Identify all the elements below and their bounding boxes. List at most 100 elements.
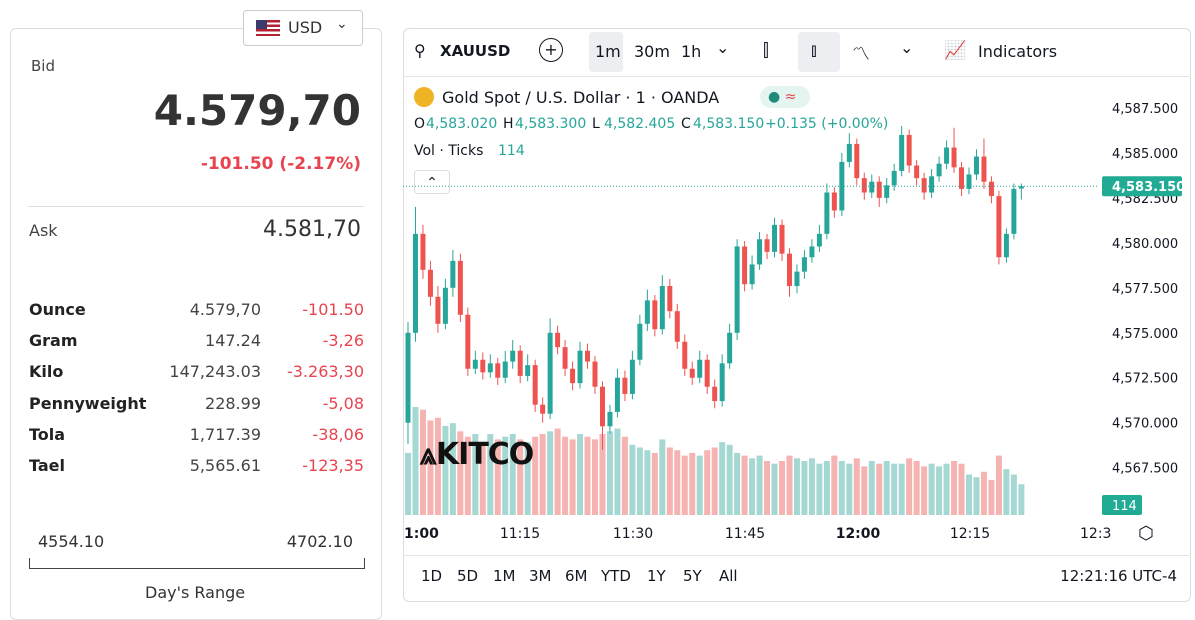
clock: 12:21:16 UTC-4	[1060, 567, 1177, 585]
chart-type-bg	[798, 32, 840, 72]
last-price-label: 4,583.150	[1112, 180, 1185, 195]
unit-name: Kilo	[29, 362, 64, 382]
range-button[interactable]: 6M	[565, 567, 588, 585]
candle-body	[652, 300, 658, 330]
collapse-button[interactable]: ⌃	[414, 170, 450, 194]
candle-body	[914, 165, 920, 179]
volume-bar	[696, 455, 703, 515]
currency: USD	[288, 18, 323, 37]
x-tick-label: 11:30	[613, 526, 653, 542]
candle-body	[981, 156, 987, 182]
volume-bar	[726, 444, 733, 515]
candle-body	[801, 257, 807, 272]
range-button[interactable]: 1M	[493, 567, 516, 585]
candle-body	[689, 368, 695, 378]
interval[interactable]: 1h	[681, 42, 702, 61]
volume-bar	[995, 455, 1002, 515]
volume-bar	[494, 439, 501, 515]
volume-bar	[921, 466, 928, 515]
volume-bar	[883, 461, 890, 515]
volume-bar	[592, 439, 598, 515]
chevron[interactable]: ⌄	[716, 38, 730, 57]
bid-change: -101.50 (-2.17%)	[200, 154, 361, 174]
toolbar-divider	[404, 76, 1189, 77]
candle-body	[742, 246, 748, 285]
volume-bar	[741, 455, 748, 515]
interval[interactable]: 1m	[595, 42, 621, 61]
candle-body	[562, 347, 568, 369]
candle-body	[697, 359, 703, 378]
volume-bar	[689, 452, 696, 515]
interval[interactable]: 30m	[634, 42, 670, 61]
candle-body	[412, 233, 418, 333]
indicators-icon[interactable]: 📈	[944, 40, 967, 61]
unit-name: Gram	[29, 331, 78, 351]
candle-body	[637, 323, 643, 360]
settings-icon[interactable]: ⬡	[1138, 523, 1154, 544]
ohlc-change: +0.135 (+0.00%)	[765, 116, 889, 132]
unit-name: Tael	[29, 456, 65, 475]
status-pill: ● ≈	[760, 86, 810, 108]
y-tick-label: 4,577.500	[1112, 282, 1178, 297]
volume-bar	[936, 466, 943, 515]
x-tick-label: 11:45	[725, 526, 765, 542]
candle-body	[540, 404, 546, 414]
chevron: ⌄	[336, 16, 348, 32]
volume-bar	[749, 458, 756, 515]
range-button[interactable]: YTD	[601, 567, 631, 585]
candle-body	[712, 386, 718, 402]
range-button[interactable]: 5D	[457, 567, 479, 585]
candle-body	[1003, 233, 1009, 258]
divider	[28, 206, 364, 207]
area-type[interactable]: 〽	[852, 44, 870, 65]
volume-bar	[958, 463, 965, 515]
candle-body	[959, 167, 965, 189]
search-icon[interactable]: ⚲	[414, 41, 426, 60]
last-price-tag	[1102, 176, 1182, 197]
volume-bar	[547, 431, 554, 515]
y-tick-label: 4,567.500	[1112, 462, 1178, 477]
volume-bar	[449, 423, 456, 515]
add-symbol[interactable]: +	[539, 38, 563, 62]
range-bar	[29, 558, 365, 569]
volume-tag	[1102, 495, 1142, 515]
unit-price: 147,243.03	[169, 362, 261, 382]
candle-body	[599, 386, 605, 427]
candle-body	[592, 361, 598, 387]
volume-bar	[666, 447, 673, 515]
candle-body	[480, 359, 486, 373]
candle-body	[614, 377, 620, 412]
chevron[interactable]: ⌄	[900, 38, 914, 57]
range-button[interactable]: 1D	[421, 567, 443, 585]
volume-bar	[442, 425, 449, 515]
range-button[interactable]: 1Y	[647, 567, 666, 585]
range-button[interactable]: All	[719, 567, 738, 585]
candle-body	[682, 341, 688, 369]
range-button[interactable]: 3M	[529, 567, 552, 585]
volume-bar	[719, 442, 726, 515]
candle-body	[854, 143, 860, 179]
x-tick-label: 11:15	[500, 526, 540, 542]
symbol[interactable]: XAUUSD	[440, 42, 511, 60]
currency-select[interactable]: USD ⌄	[243, 10, 363, 46]
candle-body	[899, 134, 905, 171]
x-tick-label: 12:00	[836, 526, 881, 542]
candle-body	[944, 147, 950, 164]
bar-type[interactable]: ⫿	[763, 40, 769, 61]
volume-bar	[457, 431, 464, 515]
volume-bar	[704, 450, 711, 515]
volume-bar	[928, 463, 935, 515]
symbol-icon	[414, 87, 434, 107]
candle-type[interactable]: ⫾	[811, 40, 817, 61]
bid-label: Bid	[31, 57, 55, 75]
volume-bar	[898, 463, 905, 515]
active-interval-bg	[589, 32, 623, 72]
volume-bar	[614, 428, 621, 515]
indicators[interactable]: Indicators	[978, 42, 1058, 61]
candle-body	[585, 350, 591, 362]
volume-bar	[764, 461, 771, 515]
candle-body	[674, 311, 680, 342]
volume-bar	[584, 436, 591, 515]
range-button[interactable]: 5Y	[683, 567, 702, 585]
volume-bar	[517, 439, 524, 515]
